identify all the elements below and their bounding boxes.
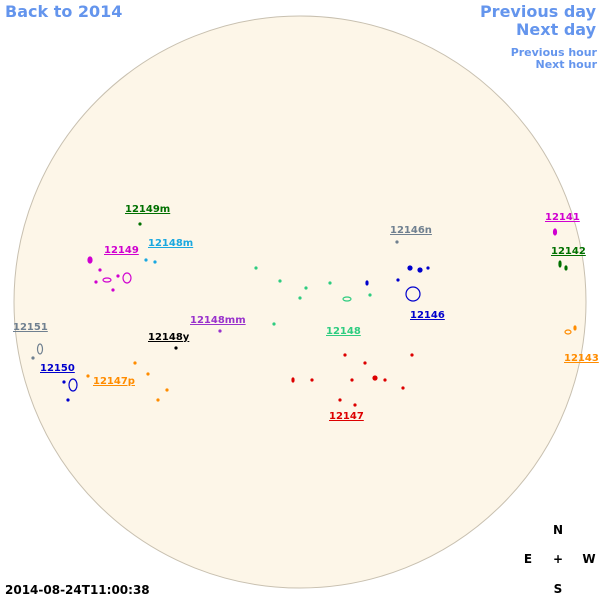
previous-day-link[interactable]: Previous day [480, 2, 597, 21]
sunspot [558, 260, 562, 268]
region-label[interactable]: 12149 [104, 245, 139, 256]
region-label[interactable]: 12147p [93, 376, 135, 387]
sunspot [564, 329, 572, 335]
sunspot [343, 353, 347, 357]
region-label[interactable]: 12148 [326, 326, 361, 337]
sunspot [353, 403, 357, 407]
sunspot [31, 356, 35, 360]
sunspot [218, 329, 222, 333]
sunspot [552, 228, 558, 236]
next-hour-link[interactable]: Next hour [536, 58, 598, 71]
sunspot [426, 266, 430, 270]
region-label[interactable]: 12148y [148, 332, 190, 343]
sunspot [116, 274, 120, 278]
sunspot [66, 398, 70, 402]
sunspot [122, 272, 132, 284]
sunspot [401, 386, 405, 390]
sunspot [573, 325, 577, 331]
sunspot [87, 256, 93, 264]
region-label[interactable]: 12149m [125, 204, 170, 215]
sunspot [156, 398, 160, 402]
compass-south: S [554, 582, 563, 596]
region-label[interactable]: 12141 [545, 212, 580, 223]
sunspot [86, 374, 90, 378]
sunspot [165, 388, 169, 392]
sunspot [133, 361, 137, 365]
previous-hour-link[interactable]: Previous hour [511, 46, 598, 59]
sunspot [111, 288, 115, 292]
sunspot [372, 375, 378, 381]
sunspot [298, 296, 302, 300]
compass-east: E [524, 552, 532, 566]
sunspot [36, 343, 44, 355]
sunspot [304, 286, 308, 290]
region-label[interactable]: 12143 [564, 353, 599, 364]
sunspot [564, 265, 568, 271]
sunspot [278, 279, 282, 283]
sunspot [291, 377, 295, 383]
sunspot [62, 380, 66, 384]
region-label[interactable]: 12148mm [190, 315, 246, 326]
sunspot [153, 260, 157, 264]
timestamp: 2014-08-24T11:00:38 [5, 583, 150, 597]
sunspot [102, 277, 112, 283]
sunspot [328, 281, 332, 285]
sunspot [138, 222, 142, 226]
sunspot [383, 378, 387, 382]
sunspot [395, 240, 399, 244]
compass-north: N [553, 523, 563, 537]
sunspot [174, 346, 178, 350]
compass-center: + [553, 552, 563, 566]
sunspot [368, 293, 372, 297]
sunspot [272, 322, 276, 326]
next-day-link[interactable]: Next day [516, 20, 597, 39]
region-label[interactable]: 12148m [148, 238, 193, 249]
sunspot [94, 280, 98, 284]
sunspot [254, 266, 258, 270]
sunspot [365, 280, 369, 286]
sunspot [144, 258, 148, 262]
sunspot [405, 286, 421, 302]
sunspot [68, 378, 78, 392]
compass-west: W [582, 552, 595, 566]
sunspot [310, 378, 314, 382]
sunspot [146, 372, 150, 376]
region-label[interactable]: 12142 [551, 246, 586, 257]
sunspot [342, 296, 352, 302]
sunspot [363, 361, 367, 365]
sunspot [396, 278, 400, 282]
region-label[interactable]: 12151 [13, 322, 48, 333]
sunspot [350, 378, 354, 382]
solar-disk [13, 15, 587, 589]
region-label[interactable]: 12146n [390, 225, 432, 236]
sunspot [98, 268, 102, 272]
region-label[interactable]: 12150 [40, 363, 75, 374]
sunspot [417, 267, 423, 273]
sunspot [338, 398, 342, 402]
sunspot [410, 353, 414, 357]
region-label[interactable]: 12146 [410, 310, 445, 321]
back-link[interactable]: Back to 2014 [5, 2, 122, 21]
region-label[interactable]: 12147 [329, 411, 364, 422]
sunspot [407, 265, 413, 271]
